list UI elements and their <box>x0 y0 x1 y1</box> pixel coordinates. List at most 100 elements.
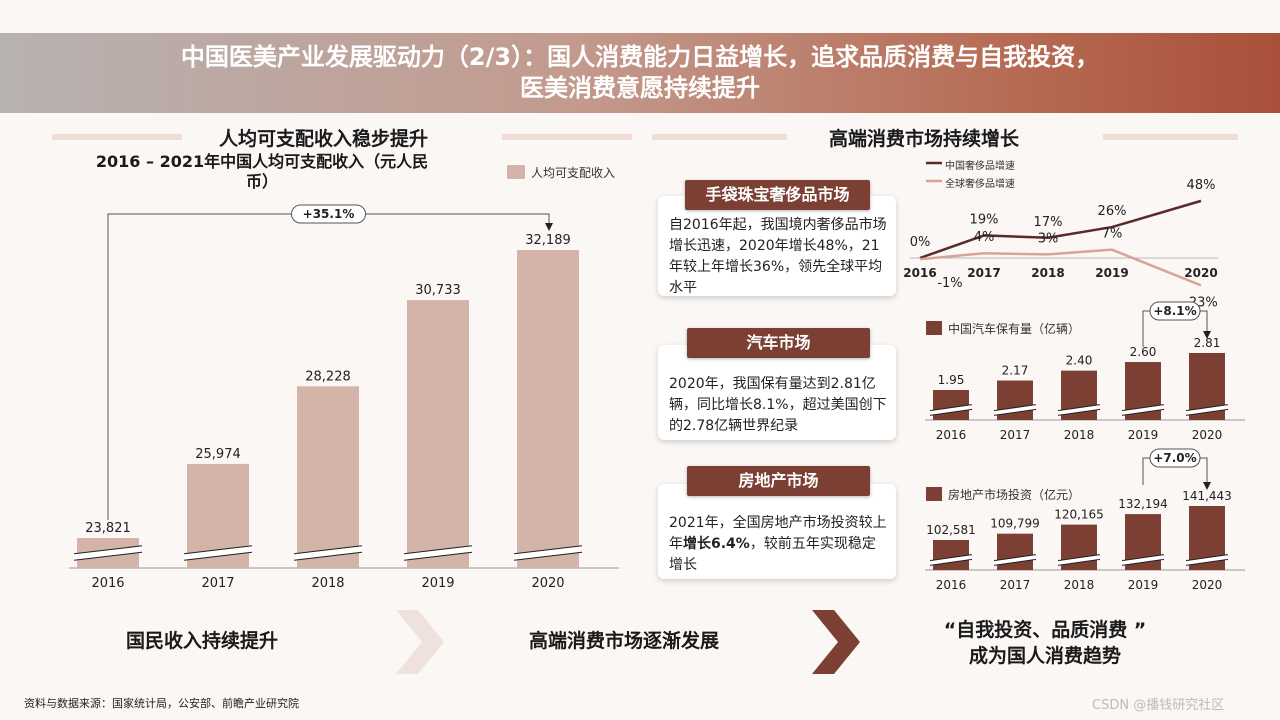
income-break-line-b-2018 <box>293 545 363 555</box>
title-banner <box>0 33 1280 113</box>
car-legend-swatch <box>926 321 942 335</box>
income-break-gap-2020 <box>513 546 583 560</box>
realestate-value-label-2016: 102,581 <box>926 523 976 537</box>
luxury-category-2016: 2016 <box>903 266 936 280</box>
page-title-line1: 中国医美产业发展驱动力（2/3）：国人消费能力日益增长，追求品质消费与自我投资， <box>180 43 1100 71</box>
bottom-trend-text: “自我投资、品质消费 ” 成为国人消费趋势 <box>895 617 1195 669</box>
income-bar-2020 <box>517 250 579 568</box>
realestate-break-line-b-2019 <box>1121 554 1165 562</box>
realestate-break-gap-2020 <box>1185 554 1229 566</box>
car-value-label-2019: 2.60 <box>1130 345 1157 359</box>
car-break-line-a-2020 <box>1185 408 1229 416</box>
realestate-break-line-a-2018 <box>1057 558 1101 566</box>
car-break-line-b-2017 <box>993 404 1037 412</box>
realestate-legend-label: 房地产市场投资（亿元） <box>948 488 1081 502</box>
car-value-label-2017: 2.17 <box>1002 364 1029 378</box>
realestate-card-text: 2021年，全国房地产市场投资较上年增长6.4%，较前五年实现稳定增长 <box>669 513 889 576</box>
realestate-break-gap-2018 <box>1057 554 1101 566</box>
realestate-break-line-a-2016 <box>929 558 973 566</box>
luxury-line-1 <box>919 248 1202 287</box>
income-value-label-2016: 23,821 <box>85 521 131 536</box>
realestate-category-label-2017: 2017 <box>1000 578 1031 592</box>
luxury-category-2019: 2019 <box>1095 266 1128 280</box>
realestate-growth-label: +7.0% <box>1153 451 1196 465</box>
realestate-bar-chart: 102,581 2016 109,799 2017 120,165 2018 132,194… <box>925 448 1245 592</box>
luxury-label-0-2016: 0% <box>910 235 931 250</box>
luxury-card <box>658 196 896 296</box>
divider-left-b <box>502 134 632 140</box>
divider-right-a <box>652 134 787 140</box>
realestate-break-line-a-2017 <box>993 558 1037 566</box>
realestate-category-label-2018: 2018 <box>1064 578 1095 592</box>
luxury-category-2018: 2018 <box>1031 266 1064 280</box>
divider-left-a <box>52 134 182 140</box>
luxury-line-0 <box>919 199 1202 260</box>
luxury-market-label: 手袋珠宝奢侈品市场 <box>685 180 870 210</box>
luxury-label-1-2017: 4% <box>974 230 995 245</box>
income-break-line-a-2018 <box>293 551 363 561</box>
bottom-trend-line1: “自我投资、品质消费 ” <box>943 619 1147 641</box>
realestate-growth-pill <box>1149 448 1201 468</box>
income-category-label-2018: 2018 <box>311 576 344 591</box>
luxury-label-0-2019: 26% <box>1098 204 1127 219</box>
bottom-consumption-text: 高端消费市场逐渐发展 <box>528 630 719 652</box>
car-break-line-a-2017 <box>993 408 1037 416</box>
income-break-line-a-2019 <box>403 551 473 561</box>
car-category-label-2018: 2018 <box>1064 428 1095 442</box>
income-break-line-a-2016 <box>73 551 143 561</box>
luxury-card-text: 自2016年起，我国境内奢侈品市场增长迅速，2020年增长48%，21年较上年增… <box>669 217 887 296</box>
luxury-label-0-2017: 19% <box>970 212 999 227</box>
luxury-category-2020: 2020 <box>1184 266 1217 280</box>
luxury-category-2017: 2017 <box>967 266 1000 280</box>
income-bar-chart: 23,821 2016 25,974 2017 28,228 2018 30,733 2019… <box>69 204 619 591</box>
income-break-line-b-2019 <box>403 545 473 555</box>
car-break-gap-2019 <box>1121 404 1165 416</box>
watermark: CSDN @播钱研究社区 <box>1092 698 1225 713</box>
car-break-gap-2016 <box>929 404 973 416</box>
car-growth-label: +8.1% <box>1153 304 1196 318</box>
income-growth-pill <box>291 204 366 224</box>
income-growth-label: +35.1% <box>303 207 355 221</box>
car-break-line-b-2018 <box>1057 404 1101 412</box>
income-value-label-2020: 32,189 <box>525 233 571 248</box>
realestate-category-label-2020: 2020 <box>1192 578 1223 592</box>
luxury-label-1-2019: 7% <box>1102 227 1123 242</box>
realestate-break-line-a-2019 <box>1121 558 1165 566</box>
realestate-value-label-2017: 109,799 <box>990 517 1040 531</box>
page-title-line2: 医美消费意愿持续提升 <box>520 74 760 102</box>
realestate-card <box>658 484 896 579</box>
realestate-text-bold: 增长6.4% <box>683 536 750 552</box>
realestate-break-line-b-2020 <box>1185 554 1229 562</box>
car-value-label-2018: 2.40 <box>1066 354 1093 368</box>
car-card-text: 2020年，我国保有量达到2.81亿辆，同比增长8.1%，超过美国创下的2.78… <box>669 376 887 434</box>
income-break-gap-2019 <box>403 546 473 560</box>
car-break-line-a-2019 <box>1121 408 1165 416</box>
car-market-label: 汽车市场 <box>687 328 870 358</box>
income-bar-2018 <box>297 386 359 568</box>
realestate-break-line-b-2017 <box>993 554 1037 562</box>
realestate-bar-2016 <box>933 540 969 570</box>
realestate-text-part1: 2021年，全国房地产市场投资较上年 <box>669 515 887 552</box>
income-break-line-b-2017 <box>183 545 253 555</box>
realestate-text-part2: ，较前五年实现稳定增长 <box>669 536 876 573</box>
income-bar-2019 <box>407 300 469 568</box>
source-note: 资料与数据来源：国家统计局，公安部、前瞻产业研究院 <box>24 697 299 710</box>
car-break-line-b-2020 <box>1185 404 1229 412</box>
income-chart-subtitle: 2016 – 2021年中国人均可支配收入（元人民 币） <box>62 152 462 192</box>
luxury-label-1-2018: 3% <box>1038 231 1059 246</box>
chevron-right-icon-dark <box>812 610 860 674</box>
income-break-gap-2017 <box>183 546 253 560</box>
divider-right-b <box>1103 134 1238 140</box>
income-legend-swatch <box>507 165 525 179</box>
realestate-growth-arrow <box>1203 482 1211 490</box>
car-break-gap-2020 <box>1185 404 1229 416</box>
car-break-line-b-2019 <box>1121 404 1165 412</box>
income-legend-label: 人均可支配收入 <box>531 166 616 180</box>
income-break-line-a-2020 <box>513 551 583 561</box>
bottom-income-text: 国民收入持续提升 <box>125 630 278 652</box>
consumption-section-title: 高端消费市场持续增长 <box>829 128 1020 150</box>
income-value-label-2017: 25,974 <box>195 447 241 462</box>
car-break-line-a-2016 <box>929 408 973 416</box>
chevron-right-icon <box>396 610 444 674</box>
car-growth-pill <box>1149 301 1201 321</box>
